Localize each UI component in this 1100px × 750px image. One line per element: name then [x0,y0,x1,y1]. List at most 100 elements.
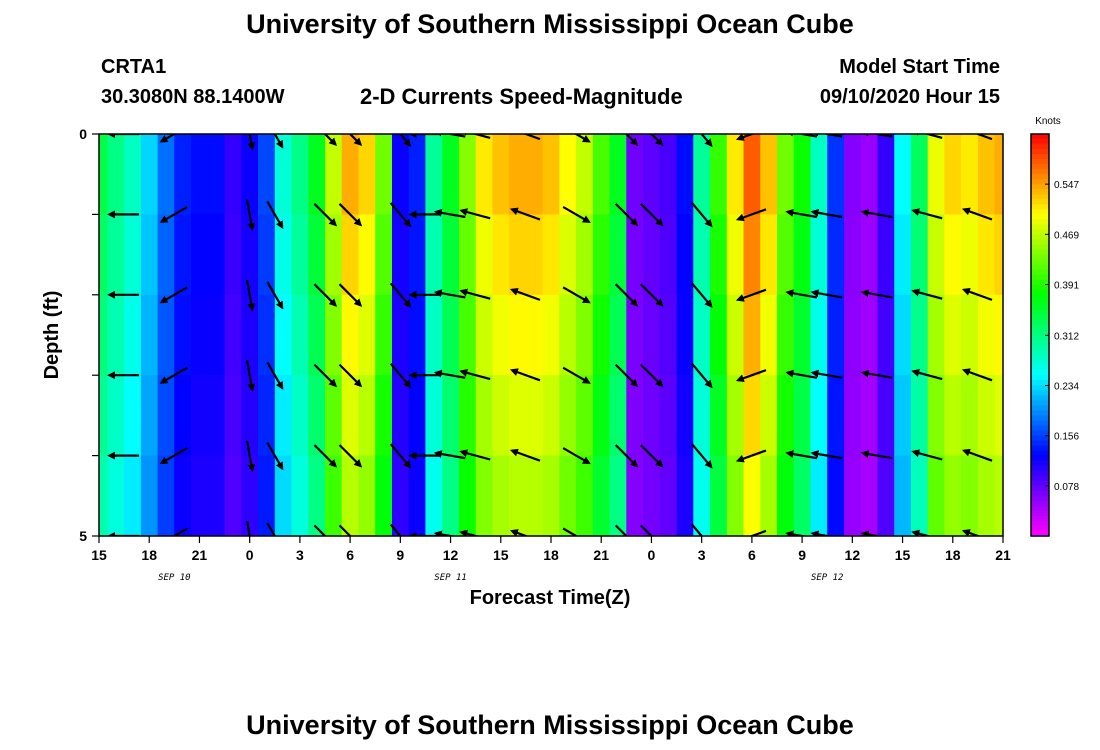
heatmap-cell [894,134,912,215]
heatmap-cell [99,214,108,296]
current-vector [509,368,541,382]
heatmap-cell [743,375,761,457]
current-vector [735,449,767,463]
heatmap-cell [325,214,343,296]
current-vector [735,208,767,222]
colorbar-segment [1031,304,1049,311]
heatmap-cell [191,294,209,376]
heatmap-cell [910,214,929,296]
heatmap-cell [207,455,226,536]
x-tick-label: 12 [443,547,459,563]
heatmap-cell [793,214,811,296]
x-tick-label: 0 [246,547,254,563]
current-vector [810,134,843,138]
heatmap-cell [191,375,209,457]
heatmap-cell [576,375,594,457]
colorbar-segment [1031,390,1049,396]
heatmap-cell [760,455,778,536]
colorbar-segment [1031,184,1049,190]
heatmap-cell [710,455,728,536]
heatmap-cell [977,214,996,296]
heatmap-cell [291,134,309,215]
heatmap-cell [224,294,242,376]
current-vector [614,524,628,536]
heatmap-cell [358,294,376,376]
heatmap-cell [927,455,945,536]
colorbar-segment [1031,174,1049,180]
current-vector [159,286,188,304]
heatmap-cell [609,455,627,536]
heatmap-cell [961,214,979,296]
heatmap-cell [944,294,962,376]
current-vector [562,366,591,384]
heatmap-cell [810,214,828,296]
heatmap-cell [726,455,745,536]
heatmap-cell [894,294,912,376]
page-title: University of Southern Mississippi Ocean… [246,9,854,39]
heatmap-cell [927,134,945,215]
heatmap-cell [944,214,962,296]
day-label: SEP 12 [811,573,844,583]
heatmap-cell [910,375,929,457]
colorbar-segment [1031,249,1049,256]
current-vector [389,282,412,308]
heatmap-cell [99,455,108,536]
x-tick-label: 21 [593,547,609,563]
current-vector [338,524,352,536]
heatmap-cell [693,214,711,296]
heatmap-cell [291,294,309,376]
heatmap-cell [107,214,125,296]
heatmap-cell [659,455,678,536]
heatmap-cell [810,294,828,376]
heatmap-cell [860,375,878,457]
plot-title: 2-D Currents Speed-Magnitude [360,84,683,109]
current-vector [266,281,284,310]
heatmap-cell [107,375,125,457]
current-vector [266,361,284,390]
heatmap-cell [207,214,226,296]
colorbar-segment [1031,335,1049,341]
heatmap-cell [258,375,276,457]
heatmap-cell [525,134,544,215]
current-vector [640,283,664,307]
station-id: CRTA1 [101,56,167,78]
colorbar-segment [1031,279,1049,286]
heatmap-cell [291,455,309,536]
current-vector [961,134,993,141]
heatmap-cell [408,455,426,536]
current-vector [389,202,412,228]
current-vector [562,447,591,465]
current-vector [810,530,834,536]
heatmap-cell [341,134,359,215]
heatmap-cell [626,455,644,536]
heatmap-cell [241,455,259,536]
colorbar-tick-label: 0.547 [1054,180,1079,191]
colorbar-segment [1031,485,1049,492]
heatmap-cell [258,214,276,296]
heatmap-cell [743,455,761,536]
x-tick-label: 9 [396,547,404,563]
heatmap-cell [140,294,159,376]
colorbar-segment [1031,500,1049,507]
heatmap-cell [325,294,343,376]
heatmap-cell [325,455,343,536]
heatmap-cell [157,455,175,536]
heatmap-cell [124,375,142,457]
heatmap-cell [291,375,309,457]
heatmap-cell [760,294,778,376]
colorbar-segment [1031,435,1049,442]
heatmap-cell [258,294,276,376]
colorbar: 0.547 0.469 0.391 0.312 0.234 0.156 0.078 [1030,133,1079,537]
colorbar-segment [1031,139,1049,145]
colorbar-segment [1031,465,1049,472]
colorbar-segment [1031,299,1049,306]
heatmap-cell [860,455,878,536]
current-vector [266,522,277,536]
heatmap-cell [157,214,175,296]
current-vector [398,134,412,148]
current-vector [961,529,982,536]
colorbar-segment [1031,505,1049,512]
heatmap-cell [308,294,326,376]
heatmap-cell [994,214,1003,296]
current-vector [433,530,457,536]
